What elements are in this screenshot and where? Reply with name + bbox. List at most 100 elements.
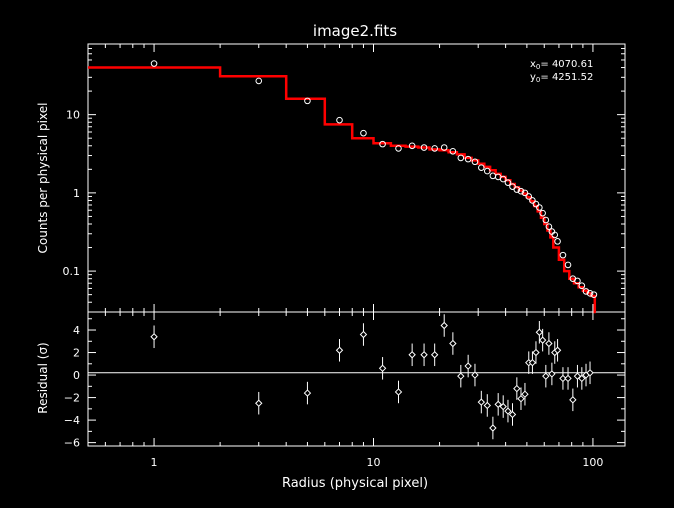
profile-point — [449, 147, 457, 155]
residual-point — [521, 390, 529, 398]
profile-point — [545, 223, 553, 230]
profile-point — [420, 144, 428, 151]
x0-sub: 0 — [536, 63, 540, 71]
profile-point — [551, 231, 559, 239]
residual-point — [538, 336, 547, 344]
residual-point — [508, 410, 517, 419]
residual-point — [542, 372, 550, 380]
residual-point — [504, 407, 512, 415]
profile-point — [304, 97, 311, 105]
profile-point — [360, 129, 367, 137]
svg-text:y0= 4251.52: y0= 4251.52 — [530, 72, 593, 84]
x-axis-label: Radius (physical pixel) — [282, 476, 428, 491]
y0-label: y — [530, 72, 536, 83]
residual-point — [303, 389, 312, 397]
chart-title: image2.fits — [313, 22, 397, 40]
profile-point — [513, 186, 521, 193]
top-y-tick-label: 1 — [73, 187, 80, 200]
residual-point — [513, 384, 521, 393]
bottom-y-tick-label: 4 — [73, 324, 80, 337]
residual-point — [440, 321, 448, 330]
residual-point — [564, 374, 572, 383]
profile-point — [521, 189, 529, 197]
y0-sub: 0 — [536, 76, 540, 84]
profile-point — [499, 175, 507, 183]
residual-point — [464, 362, 472, 370]
residual-data-points — [150, 314, 594, 440]
profile-point — [586, 290, 594, 297]
residual-point — [559, 374, 567, 383]
center-annotation: x0= 4070.61 y0= 4251.52 — [530, 59, 593, 84]
residual-point — [449, 339, 457, 348]
bottom-panel-ticks: −6 −4 −2 0 2 4 — [64, 318, 625, 450]
profile-point — [529, 197, 536, 204]
profile-point — [509, 183, 516, 190]
profile-point — [440, 144, 448, 151]
profile-point — [408, 142, 416, 150]
profile-point — [464, 155, 472, 163]
bottom-y-axis-label: Residual (σ) — [36, 342, 50, 413]
bottom-panel-frame — [87, 311, 626, 447]
residual-point — [335, 346, 344, 354]
residual-point — [408, 351, 416, 359]
profile-point — [431, 145, 438, 152]
residual-point — [255, 399, 263, 407]
bottom-y-tick-label: −4 — [64, 414, 80, 427]
profile-point — [457, 154, 465, 162]
residual-point — [494, 400, 502, 409]
x0-label: x — [530, 59, 536, 70]
residual-point — [548, 370, 556, 378]
top-y-axis-label: Counts per physical pixel — [36, 103, 50, 254]
residual-point — [532, 348, 540, 357]
profile-point — [150, 60, 158, 67]
profile-point — [574, 277, 581, 285]
residual-point — [359, 330, 368, 339]
residual-point — [578, 374, 586, 383]
residual-point — [569, 396, 577, 404]
y0-value: = 4251.52 — [540, 72, 593, 83]
x-tick-label: 10 — [366, 456, 380, 469]
profile-point — [504, 179, 512, 186]
residual-point — [457, 372, 465, 380]
profile-point — [471, 158, 479, 166]
residual-point — [489, 424, 497, 432]
profile-point — [336, 116, 343, 124]
residual-point — [545, 339, 553, 348]
residual-point — [394, 388, 403, 396]
profile-point — [532, 200, 540, 208]
residual-point — [553, 346, 562, 354]
profile-point — [554, 238, 561, 245]
residual-point — [477, 398, 486, 406]
residual-point — [499, 402, 507, 411]
profile-point — [517, 187, 525, 195]
residual-point — [420, 351, 428, 359]
x-tick-label: 1 — [151, 456, 158, 469]
x0-value: = 4070.61 — [540, 59, 593, 70]
residual-point — [573, 372, 582, 380]
residual-point — [535, 328, 544, 336]
profile-point — [564, 261, 572, 269]
bottom-y-tick-label: −6 — [64, 437, 80, 450]
profile-point — [559, 251, 567, 259]
bottom-y-tick-label: 2 — [73, 347, 80, 360]
residual-point — [150, 333, 158, 341]
profile-point — [525, 193, 533, 200]
bottom-y-tick-label: −2 — [64, 392, 80, 405]
profile-point — [255, 77, 263, 85]
top-panel-ticks: 0.1 1 10 — [63, 43, 625, 313]
residual-point — [378, 364, 387, 373]
svg-text:x0= 4070.61: x0= 4070.61 — [530, 59, 593, 71]
x-tick-label: 100 — [582, 456, 603, 469]
profile-point — [483, 167, 491, 175]
x-axis-ticks: 1 10 100 — [87, 44, 603, 469]
residual-point — [586, 369, 594, 377]
profile-point — [536, 204, 543, 211]
residual-point — [430, 351, 439, 359]
profile-point — [539, 209, 546, 217]
residual-point — [471, 371, 479, 379]
bottom-y-tick-label: 0 — [73, 369, 80, 382]
residual-point — [483, 401, 491, 410]
residual-point — [517, 394, 525, 403]
profile-point — [578, 282, 586, 290]
